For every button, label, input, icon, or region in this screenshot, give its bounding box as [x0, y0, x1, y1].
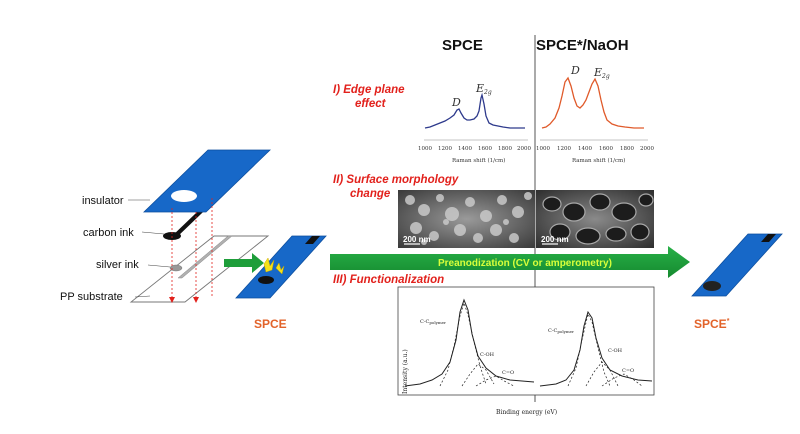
- raman-right-peak-e: E2g: [593, 66, 610, 80]
- raman-right-tick-1000: 1000: [536, 146, 550, 152]
- raman-left-ticks: 1000 1200 1400 1600 1800 2000: [418, 146, 531, 152]
- sem-image-right: 200 nm: [536, 190, 654, 248]
- raman-left-tick-1400: 1400: [458, 146, 472, 152]
- raman-left-tick-1000: 1000: [418, 146, 432, 152]
- label-carbon-ink: carbon ink: [83, 227, 134, 239]
- insulator-layer: [143, 149, 271, 213]
- raman-right-tick-1400: 1400: [578, 146, 592, 152]
- assembly-arrow: [224, 253, 264, 273]
- xps-right-peak2: C-OH: [608, 348, 623, 354]
- spce-star-electrode: [691, 233, 783, 297]
- sem-left-scale: 200 nm: [403, 235, 431, 244]
- raman-right-tick-1600: 1600: [599, 146, 613, 152]
- spce-electrode: [235, 235, 327, 299]
- xps-panel: C-Cpolymer C-OH C=O C-Cpolymer C-OH C=O …: [397, 286, 655, 396]
- raman-left-tick-1600: 1600: [478, 146, 492, 152]
- label-silver-ink: silver ink: [96, 259, 139, 271]
- raman-right-ticks: 1000 1200 1400 1600 1800 2000: [536, 146, 654, 152]
- xps-right-peak3: C=O: [622, 368, 634, 374]
- xps-ylabel: Intensity (a.u.): [402, 349, 409, 394]
- raman-right-tick-1200: 1200: [557, 146, 571, 152]
- raman-right-tick-1800: 1800: [620, 146, 634, 152]
- label-spce: SPCE: [254, 317, 287, 331]
- label-pp-substrate: PP substrate: [60, 291, 123, 303]
- raman-right-xlabel: Raman shift (1/cm): [572, 157, 625, 164]
- edge-plane-label-line2: effect: [355, 98, 387, 110]
- header-spce-naoh: SPCE*/NaOH: [536, 37, 629, 54]
- xps-xlabel: Binding energy (eV): [496, 409, 557, 416]
- raman-left-tick-1200: 1200: [438, 146, 452, 152]
- preanodization-text: Preanodization (CV or amperometry): [438, 258, 612, 269]
- label-insulator: insulator: [82, 195, 124, 207]
- raman-left-xlabel: Raman shift (1/cm): [452, 157, 505, 164]
- morphology-label-line1: II) Surface morphology: [333, 174, 459, 186]
- layer-stack: [129, 149, 271, 303]
- preanodization-arrow: Preanodization (CV or amperometry): [330, 246, 690, 278]
- sem-right-scale: 200 nm: [541, 235, 569, 244]
- xps-left-peak2: C-OH: [480, 352, 495, 358]
- raman-left-tick-2000: 2000: [517, 146, 531, 152]
- label-spce-star: SPCE*: [694, 317, 730, 331]
- sem-image-left: 200 nm: [398, 190, 535, 248]
- insulator-window: [171, 190, 197, 202]
- edge-plane-label-line1: I) Edge plane: [333, 84, 405, 96]
- raman-spectrum-right: 1000 1200 1400 1600 1800 2000 Raman shif…: [536, 64, 654, 164]
- morphology-label-line2: change: [350, 188, 391, 200]
- functionalization-label: III) Functionalization: [333, 274, 444, 286]
- silver-ink-trace: [177, 235, 233, 279]
- header-spce: SPCE: [442, 37, 483, 54]
- raman-right-peak-d: D: [570, 64, 580, 77]
- xps-left-peak1: C-Cpolymer: [420, 319, 446, 325]
- silver-ink-pad: [169, 264, 183, 272]
- xps-left-peak3: C=O: [502, 370, 514, 376]
- raman-right-tick-2000: 2000: [640, 146, 654, 152]
- xps-right-peak1: C-Cpolymer: [548, 328, 574, 334]
- raman-left-peak-d: D: [451, 96, 461, 109]
- pp-substrate-layer: [129, 235, 270, 303]
- raman-left-tick-1800: 1800: [498, 146, 512, 152]
- raman-left-peak-e: E2g: [475, 82, 492, 96]
- raman-spectrum-left: 1000 1200 1400 1600 1800 2000 Raman shif…: [418, 82, 531, 164]
